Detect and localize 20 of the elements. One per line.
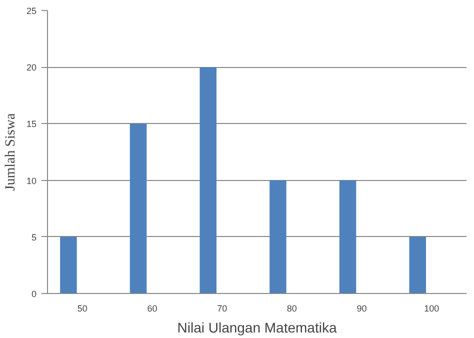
bar xyxy=(339,180,356,294)
y-tick-label: 15 xyxy=(26,119,37,130)
bar xyxy=(409,236,426,294)
x-tick-label: 100 xyxy=(424,304,440,314)
y-tick-label: 20 xyxy=(26,62,37,73)
x-tick-label: 60 xyxy=(147,304,158,314)
bar xyxy=(60,236,77,294)
x-tick-label: 50 xyxy=(77,304,88,314)
y-tick-label: 10 xyxy=(26,176,37,186)
x-tick-label: 80 xyxy=(286,304,297,314)
y-tick-label: 5 xyxy=(31,232,37,242)
bar xyxy=(130,124,147,294)
y-tick-label: 25 xyxy=(26,6,37,16)
x-axis-title: Nilai Ulangan Matematika xyxy=(177,320,337,336)
x-tick-label: 70 xyxy=(217,304,228,314)
x-tick-label: 90 xyxy=(356,304,367,314)
y-axis-title: Jumlah Siswa xyxy=(3,112,18,191)
y-tick-label: 0 xyxy=(31,289,37,299)
bar xyxy=(200,67,216,294)
bar xyxy=(270,180,286,294)
